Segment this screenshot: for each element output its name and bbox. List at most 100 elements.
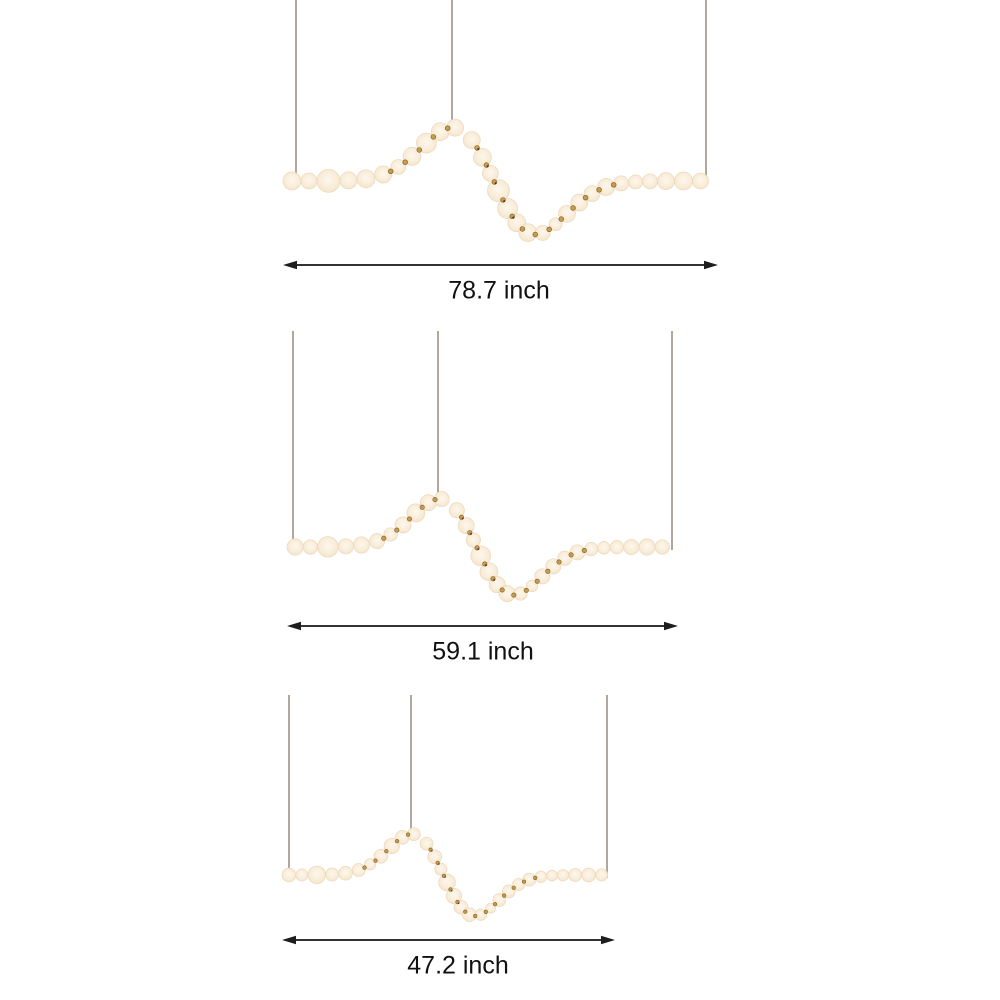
gold-connector-bead — [473, 913, 478, 919]
led-bead — [351, 863, 366, 877]
gold-connector-bead — [570, 205, 576, 211]
gold-connector-bead — [511, 885, 516, 890]
dimension-label-medium: 59.1 inch — [432, 637, 534, 666]
led-bead — [300, 172, 318, 190]
dimension-arrow — [282, 935, 615, 945]
led-bead — [281, 867, 297, 883]
gold-connector-bead — [373, 858, 378, 863]
led-bead — [438, 873, 456, 892]
led-bead — [286, 538, 304, 556]
led-bead — [457, 517, 475, 535]
led-bead — [295, 868, 309, 882]
led-bead — [534, 870, 548, 883]
led-bead — [628, 174, 643, 190]
led-bead — [338, 866, 353, 881]
led-bead — [657, 172, 675, 190]
led-bead — [339, 171, 358, 190]
led-bead — [556, 869, 570, 882]
led-bead — [402, 147, 422, 166]
gold-connector-bead — [558, 216, 564, 222]
led-bead — [568, 868, 583, 882]
gold-connector-bead — [546, 226, 552, 233]
led-bead — [317, 536, 339, 558]
gold-connector-bead — [511, 592, 517, 598]
connector-speck — [494, 182, 497, 185]
suspension-wires — [288, 695, 608, 879]
led-bead — [548, 217, 563, 232]
connector-speck — [461, 517, 464, 520]
gold-connector-bead — [556, 559, 562, 565]
arrowhead-left-icon — [283, 260, 297, 270]
connector-speck — [485, 564, 487, 567]
led-bead — [373, 848, 389, 864]
gold-connector-bead — [519, 226, 526, 232]
gold-connector-bead — [381, 535, 387, 541]
gold-connector-bead — [581, 547, 587, 553]
led-bead — [497, 198, 518, 219]
suspension-wires — [292, 331, 673, 551]
led-bead — [609, 540, 624, 555]
led-bead — [470, 545, 491, 566]
connector-speck — [451, 890, 453, 892]
arrowhead-left-icon — [282, 935, 296, 945]
gold-connector-bead — [502, 893, 507, 898]
connector-speck — [470, 533, 472, 535]
led-bead — [654, 539, 670, 555]
gold-connector-bead — [568, 552, 574, 558]
gold-connector-bead — [493, 902, 498, 907]
arrowhead-right-icon — [704, 260, 718, 270]
gold-connector-bead — [406, 516, 412, 522]
gold-connector-bead — [534, 578, 540, 584]
arrowhead-right-icon — [601, 935, 615, 945]
connector-speck — [493, 579, 496, 581]
gold-connector-bead — [521, 879, 527, 884]
led-bead — [282, 171, 302, 191]
led-bead — [383, 527, 398, 542]
connector-speck — [431, 850, 433, 852]
gold-connector-bead — [463, 909, 468, 914]
led-bead — [390, 159, 407, 175]
suspension-wires — [295, 0, 707, 185]
gold-connector-bead — [582, 195, 589, 201]
led-bead — [374, 165, 393, 184]
connector-speck — [503, 200, 506, 203]
arrowhead-left-icon — [287, 621, 301, 631]
connector-speck — [458, 902, 460, 904]
gold-connector-bead — [362, 865, 367, 870]
gold-connector-bead — [545, 568, 551, 574]
led-bead — [307, 865, 326, 885]
led-bead — [522, 872, 537, 887]
led-bead — [584, 542, 599, 557]
connector-speck — [444, 876, 446, 878]
led-bead — [642, 173, 658, 190]
gold-connector-bead — [430, 134, 437, 140]
gold-connector-bead — [532, 231, 538, 238]
gold-connector-bead — [416, 147, 422, 153]
led-bead — [525, 579, 539, 593]
led-bead — [364, 858, 377, 871]
gold-connector-bead — [499, 587, 505, 593]
bead-connectors — [388, 125, 617, 238]
gold-connector-bead — [533, 875, 538, 881]
led-bead — [623, 539, 640, 556]
gold-connector-bead — [419, 504, 425, 510]
arrowhead-right-icon — [664, 621, 678, 631]
gold-connector-bead — [406, 832, 411, 837]
connector-speck — [512, 216, 515, 219]
led-bead — [316, 169, 341, 193]
gold-connector-bead — [402, 159, 408, 165]
dimension-label-large: 78.7 inch — [448, 276, 550, 305]
gold-connector-bead — [395, 839, 400, 844]
led-bead — [638, 538, 656, 556]
gold-connector-bead — [523, 587, 529, 593]
led-bead — [595, 868, 609, 882]
connector-speck — [477, 548, 480, 550]
led-bead — [462, 131, 481, 149]
connector-speck — [486, 165, 489, 168]
led-bead — [353, 536, 370, 554]
led-bead — [325, 867, 339, 882]
led-bead — [419, 836, 434, 851]
led-bead — [448, 502, 465, 519]
